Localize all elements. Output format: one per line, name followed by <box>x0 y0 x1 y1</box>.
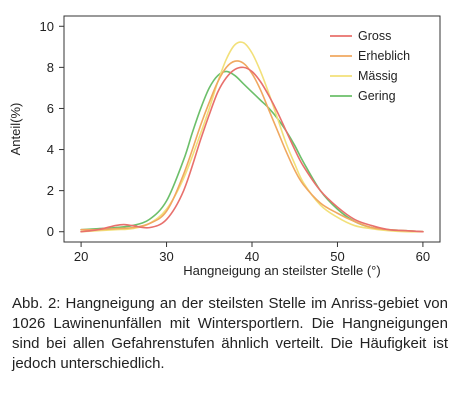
legend-entry-gross: Gross <box>358 29 391 43</box>
y-tick-label: 2 <box>47 183 54 198</box>
x-tick-label: 40 <box>245 249 259 264</box>
series-line-gering <box>80 70 424 233</box>
axis-ticks: 20 30 40 50 60 0 2 4 6 8 10 <box>40 19 431 264</box>
legend-entry-erheblich: Erheblich <box>358 49 410 63</box>
legend: Gross Erheblich Mässig Gering <box>330 29 410 103</box>
y-axis-label: Anteil(%) <box>8 103 23 156</box>
x-axis-label: Hangneigung an steilster Stelle (°) <box>183 263 380 278</box>
series-line-gross <box>80 66 424 233</box>
chart: 20 30 40 50 60 0 2 4 6 8 10 Gross Erheblich Mässig Ge… <box>8 15 441 278</box>
series-line-erheblich <box>80 60 424 233</box>
x-tick-label: 30 <box>159 249 173 264</box>
series-layer <box>80 41 424 233</box>
figure-caption: Abb. 2: Hangneigung an der steilsten Ste… <box>12 295 448 372</box>
x-tick-label: 20 <box>74 249 88 264</box>
legend-entry-m-ssig: Mässig <box>358 69 398 83</box>
x-tick-label: 50 <box>330 249 344 264</box>
x-tick-label: 60 <box>416 249 430 264</box>
y-tick-label: 8 <box>47 60 54 75</box>
y-tick-label: 6 <box>47 101 54 116</box>
y-tick-label: 10 <box>40 19 54 34</box>
y-tick-label: 4 <box>47 142 54 157</box>
y-tick-label: 0 <box>47 224 54 239</box>
legend-entry-gering: Gering <box>358 89 396 103</box>
